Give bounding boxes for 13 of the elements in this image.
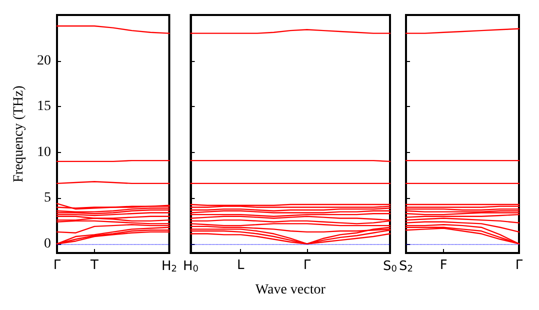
x-tick-label: Γ	[303, 258, 312, 273]
y-axis-title: Frequency (THz)	[12, 85, 27, 182]
y-tick-label: 5	[44, 190, 51, 206]
y-tick-label: 20	[37, 53, 51, 68]
x-tick-label: T	[89, 258, 98, 273]
x-tick-label: L	[236, 258, 245, 273]
x-tick-label: Γ	[515, 258, 524, 273]
y-tick-label: 15	[37, 99, 51, 114]
y-tick-label: 10	[37, 144, 51, 160]
x-axis-title: Wave vector	[255, 282, 326, 298]
y-tick-label: 0	[44, 236, 51, 252]
x-tick-label: Γ	[53, 258, 62, 273]
x-tick-label: F	[440, 258, 448, 273]
